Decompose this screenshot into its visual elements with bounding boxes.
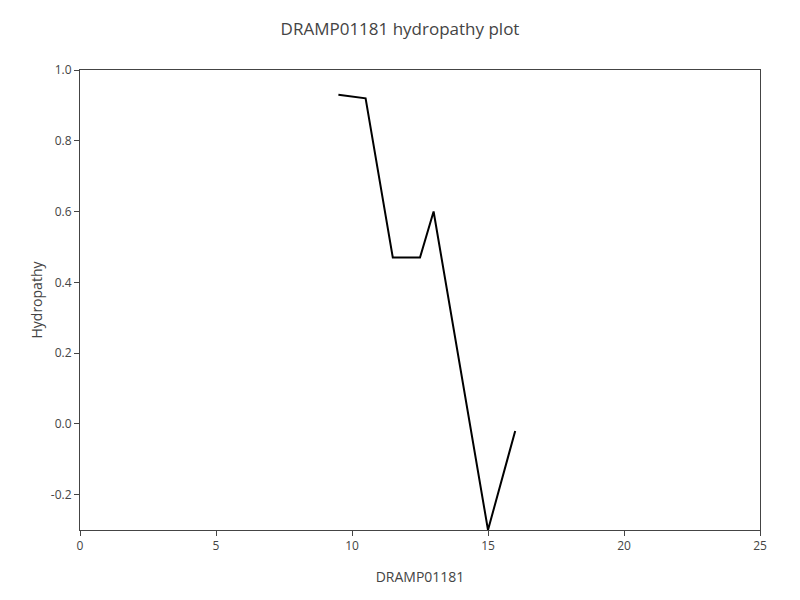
svg-text:0.2: 0.2 xyxy=(55,344,72,361)
svg-text:25: 25 xyxy=(753,537,767,554)
svg-text:1.0: 1.0 xyxy=(55,61,72,78)
svg-text:15: 15 xyxy=(481,537,495,554)
svg-text:Hydropathy: Hydropathy xyxy=(27,261,46,339)
svg-text:5: 5 xyxy=(213,537,220,554)
svg-text:DRAMP01181: DRAMP01181 xyxy=(376,567,465,586)
svg-text:0.4: 0.4 xyxy=(55,274,72,291)
svg-text:0.8: 0.8 xyxy=(55,132,72,149)
svg-text:20: 20 xyxy=(617,537,631,554)
svg-text:10: 10 xyxy=(345,537,359,554)
svg-text:-0.2: -0.2 xyxy=(51,486,72,503)
svg-text:0.6: 0.6 xyxy=(55,203,72,220)
svg-text:0.0: 0.0 xyxy=(55,415,72,432)
svg-text:0: 0 xyxy=(77,537,84,554)
svg-text:DRAMP01181 hydropathy plot: DRAMP01181 hydropathy plot xyxy=(281,17,520,40)
